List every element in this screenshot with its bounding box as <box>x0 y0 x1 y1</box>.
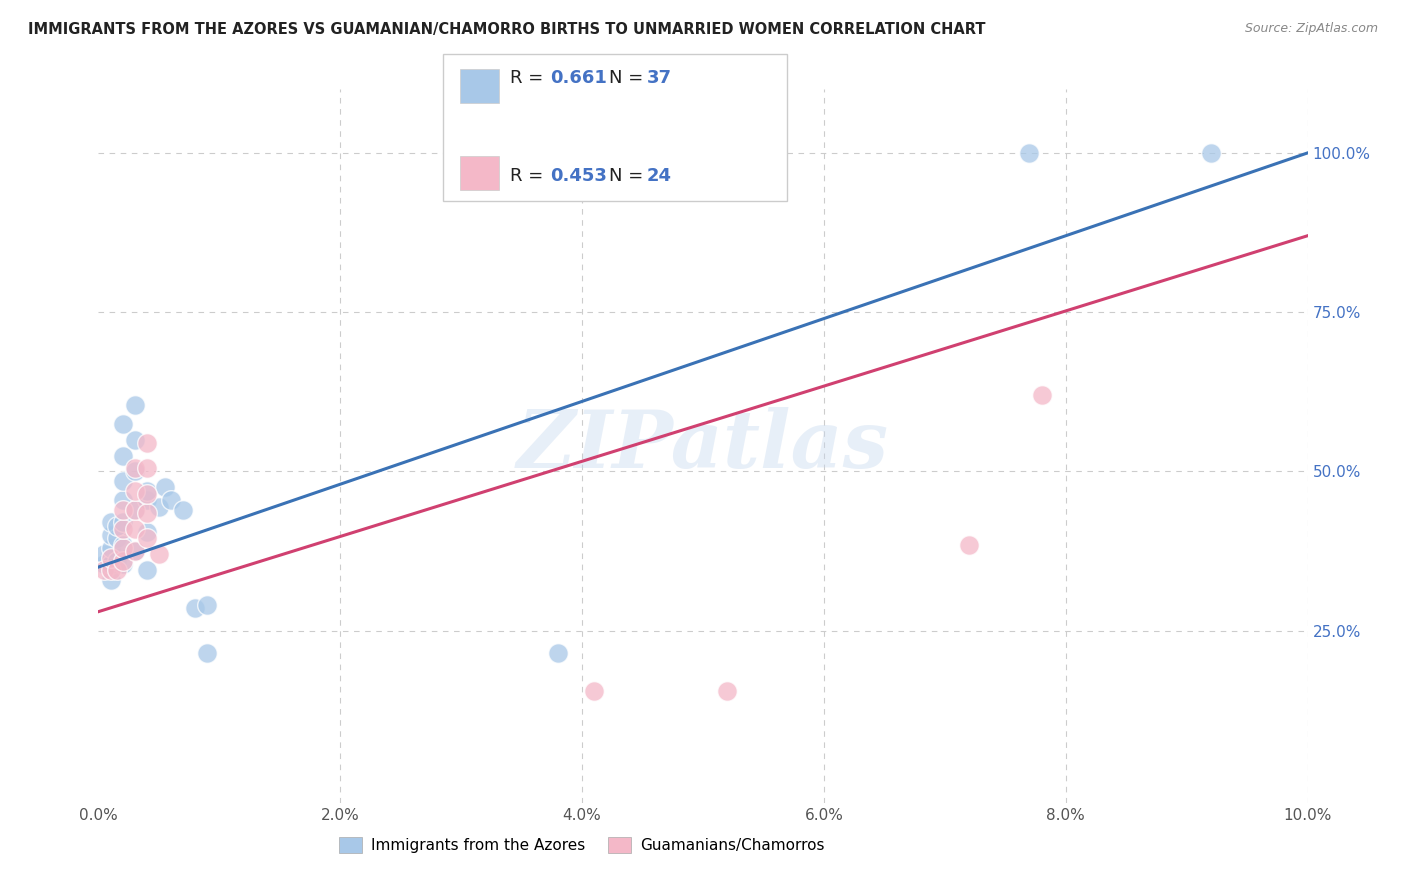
Point <box>100 557 122 571</box>
Point <box>124 544 146 558</box>
Point <box>111 554 134 568</box>
Legend: Immigrants from the Azores, Guamanians/Chamorros: Immigrants from the Azores, Guamanians/C… <box>333 831 831 859</box>
Point <box>135 435 157 450</box>
Point <box>93 547 115 561</box>
Text: R =: R = <box>510 167 550 185</box>
Point <box>100 541 122 555</box>
Point <box>148 547 170 561</box>
Point <box>124 522 146 536</box>
Text: 37: 37 <box>647 70 672 87</box>
Text: N =: N = <box>609 167 648 185</box>
Point <box>124 502 146 516</box>
Point <box>111 474 134 488</box>
Point <box>105 554 128 568</box>
Text: R =: R = <box>510 70 550 87</box>
Point <box>1031 388 1053 402</box>
Text: 0.661: 0.661 <box>550 70 606 87</box>
Point <box>100 516 122 530</box>
Point <box>100 563 122 577</box>
Text: ZIPatlas: ZIPatlas <box>517 408 889 484</box>
Point <box>111 516 134 530</box>
Point <box>135 493 157 508</box>
Point <box>111 493 134 508</box>
Point <box>184 601 207 615</box>
Point <box>100 528 122 542</box>
Point <box>135 563 157 577</box>
Point <box>105 532 128 546</box>
Point <box>124 502 146 516</box>
Point <box>135 461 157 475</box>
Text: 24: 24 <box>647 167 672 185</box>
Point <box>1199 145 1222 160</box>
Text: Source: ZipAtlas.com: Source: ZipAtlas.com <box>1244 22 1378 36</box>
Point <box>124 483 146 498</box>
Point <box>111 557 134 571</box>
Point <box>195 599 218 613</box>
Point <box>135 487 157 501</box>
Point <box>124 398 146 412</box>
Point <box>583 684 606 698</box>
Point <box>135 483 157 498</box>
Point <box>172 502 194 516</box>
Point <box>135 532 157 546</box>
Point <box>195 646 218 660</box>
Point <box>547 646 569 660</box>
Point <box>111 502 134 516</box>
Point <box>716 684 738 698</box>
Point <box>148 500 170 514</box>
Point <box>160 493 183 508</box>
Point <box>100 573 122 587</box>
Point <box>135 506 157 520</box>
Point <box>957 538 980 552</box>
Point <box>558 165 581 179</box>
Point <box>93 563 115 577</box>
Point <box>153 480 176 494</box>
Text: N =: N = <box>609 70 648 87</box>
Point <box>105 518 128 533</box>
Point <box>124 433 146 447</box>
Text: IMMIGRANTS FROM THE AZORES VS GUAMANIAN/CHAMORRO BIRTHS TO UNMARRIED WOMEN CORRE: IMMIGRANTS FROM THE AZORES VS GUAMANIAN/… <box>28 22 986 37</box>
Point <box>111 541 134 555</box>
Point <box>111 522 134 536</box>
Point <box>1018 145 1040 160</box>
Point <box>135 524 157 539</box>
Point <box>111 538 134 552</box>
Point <box>100 550 122 565</box>
Point <box>93 557 115 571</box>
Point <box>124 544 146 558</box>
Point <box>124 465 146 479</box>
Point <box>111 417 134 431</box>
Point <box>105 563 128 577</box>
Point <box>111 449 134 463</box>
Point <box>124 461 146 475</box>
Text: 0.453: 0.453 <box>550 167 606 185</box>
